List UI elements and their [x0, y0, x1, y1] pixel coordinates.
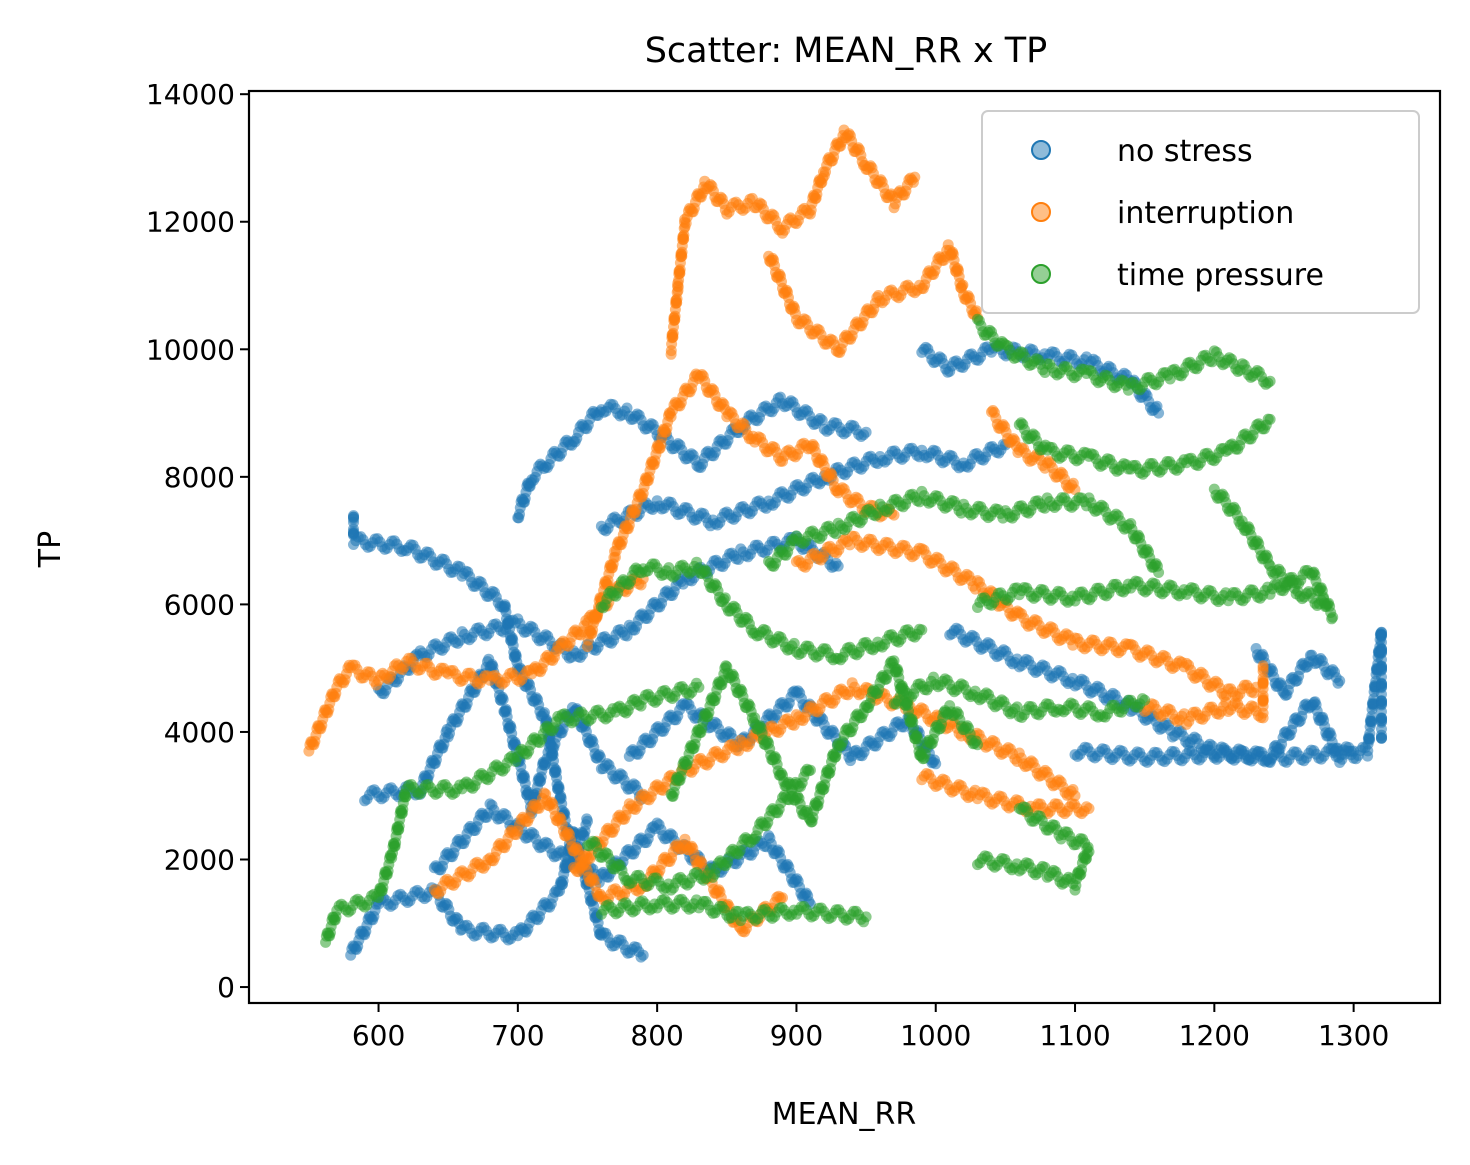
data-point [909, 171, 921, 183]
data-point [860, 426, 872, 438]
chart-title: Scatter: MEAN_RR x TP [645, 31, 1048, 71]
data-point [1376, 732, 1387, 744]
data-point [957, 279, 969, 291]
data-point [1334, 675, 1346, 687]
data-point [1348, 745, 1360, 757]
data-point [804, 764, 816, 776]
data-point [860, 911, 872, 923]
data-point [637, 949, 649, 961]
data-point [497, 693, 509, 705]
data-point [777, 892, 788, 904]
points-layer [303, 124, 1387, 963]
data-point [832, 560, 844, 572]
series-interruption [303, 124, 1269, 938]
data-point [972, 739, 983, 751]
data-point [1153, 407, 1165, 419]
data-point [1083, 803, 1095, 814]
data-point [582, 815, 593, 827]
data-point [693, 681, 705, 693]
data-point [916, 624, 928, 636]
data-point [1153, 567, 1165, 578]
data-point [930, 758, 942, 770]
data-point [1257, 662, 1269, 674]
data-point [816, 414, 828, 426]
data-point [719, 592, 731, 604]
